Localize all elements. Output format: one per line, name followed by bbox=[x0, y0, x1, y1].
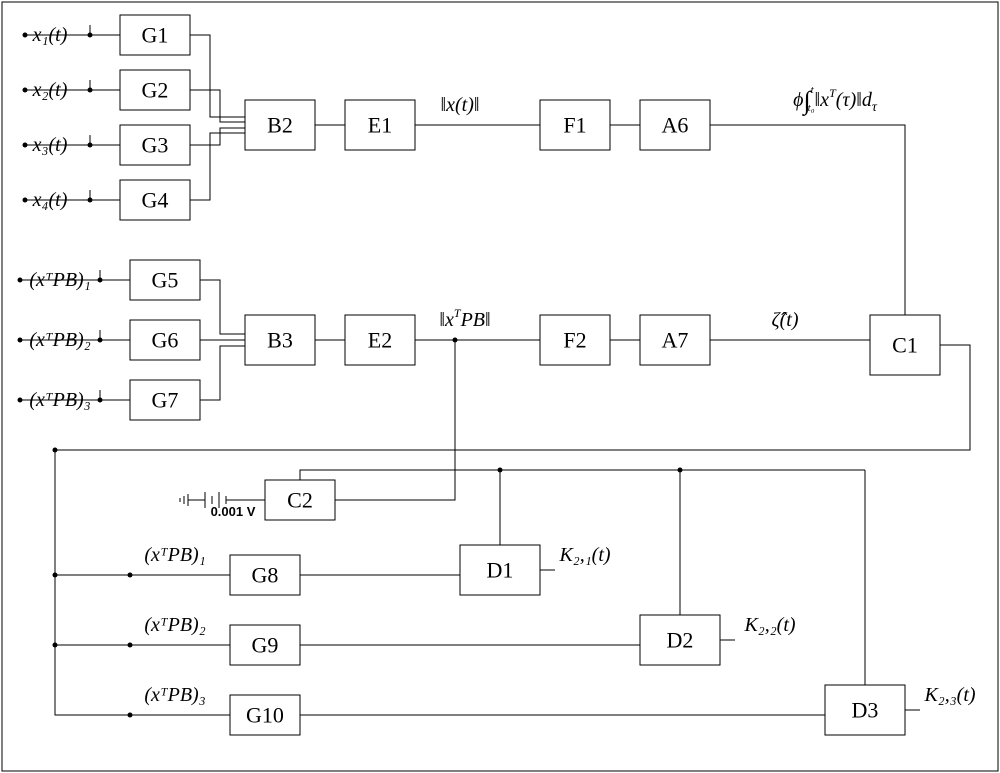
block-E2: E2 bbox=[345, 315, 415, 365]
signal-zeta: ζ̂(t) bbox=[772, 309, 799, 331]
svg-text:G4: G4 bbox=[142, 188, 169, 213]
signal-x1: x₁(t) bbox=[32, 24, 68, 46]
battery-label: 0.001 V bbox=[211, 504, 256, 519]
svg-text:E1: E1 bbox=[368, 113, 392, 138]
block-D2: D2 bbox=[640, 615, 720, 665]
signal-k23: K₂,₃(t) bbox=[923, 684, 975, 706]
svg-text:F1: F1 bbox=[563, 113, 586, 138]
svg-text:A7: A7 bbox=[662, 328, 689, 353]
svg-text:G10: G10 bbox=[246, 703, 284, 728]
signal-x2: x₂(t) bbox=[32, 79, 68, 101]
block-G1: G1 bbox=[120, 15, 190, 55]
signal-xpb2: (xᵀPB)₂ bbox=[29, 329, 90, 351]
block-G2: G2 bbox=[120, 70, 190, 110]
block-G5: G5 bbox=[130, 260, 200, 300]
block-F1: F1 bbox=[540, 100, 610, 150]
svg-text:G6: G6 bbox=[152, 328, 179, 353]
signal-normxpb: ‖xTPB‖ bbox=[439, 306, 490, 331]
signal-normx: ‖x(t)‖ bbox=[440, 94, 479, 116]
block-D1: D1 bbox=[460, 545, 540, 595]
signal-xpb3b: (xᵀPB)₃ bbox=[144, 684, 205, 706]
block-A6: A6 bbox=[640, 100, 710, 150]
svg-text:G5: G5 bbox=[152, 268, 179, 293]
svg-text:D2: D2 bbox=[667, 628, 694, 653]
block-diagram: G1 G2 G3 G4 G5 G6 G7 B2 B3 E1 E2 F1 F2 A6 A7 C1 C2 G8 G9 G1… bbox=[0, 0, 1000, 773]
signal-integral: ϕ∫tt₀‖xT(τ)‖dτ bbox=[793, 84, 878, 116]
block-C2: C2 bbox=[265, 480, 335, 520]
block-C1: C1 bbox=[870, 315, 940, 375]
svg-text:G1: G1 bbox=[142, 23, 169, 48]
svg-text:F2: F2 bbox=[563, 328, 586, 353]
block-G6: G6 bbox=[130, 320, 200, 360]
signal-xpb1b: (xᵀPB)₁ bbox=[144, 544, 205, 566]
svg-text:B2: B2 bbox=[267, 113, 293, 138]
signal-k22: K₂,₂(t) bbox=[743, 614, 795, 636]
signal-xpb3: (xᵀPB)₃ bbox=[29, 389, 90, 411]
svg-text:A6: A6 bbox=[662, 113, 689, 138]
signal-xpb1: (xᵀPB)₁ bbox=[29, 269, 90, 291]
block-F2: F2 bbox=[540, 315, 610, 365]
block-G9: G9 bbox=[230, 625, 300, 665]
svg-text:C1: C1 bbox=[892, 333, 918, 358]
svg-text:D3: D3 bbox=[852, 698, 879, 723]
svg-text:C2: C2 bbox=[287, 488, 313, 513]
block-E1: E1 bbox=[345, 100, 415, 150]
block-D3: D3 bbox=[825, 685, 905, 735]
svg-text:G9: G9 bbox=[252, 633, 279, 658]
svg-text:E2: E2 bbox=[368, 328, 392, 353]
block-G3: G3 bbox=[120, 125, 190, 165]
block-G7: G7 bbox=[130, 380, 200, 420]
block-B3: B3 bbox=[245, 315, 315, 365]
signal-k21: K₂,₁(t) bbox=[558, 544, 610, 566]
block-G4: G4 bbox=[120, 180, 190, 220]
svg-text:G8: G8 bbox=[252, 563, 279, 588]
block-B2: B2 bbox=[245, 100, 315, 150]
signal-x4: x₄(t) bbox=[32, 189, 68, 211]
svg-text:D1: D1 bbox=[487, 558, 514, 583]
block-G10: G10 bbox=[230, 695, 300, 735]
block-A7: A7 bbox=[640, 315, 710, 365]
svg-text:G7: G7 bbox=[152, 388, 179, 413]
svg-text:G2: G2 bbox=[142, 78, 169, 103]
block-G8: G8 bbox=[230, 555, 300, 595]
signal-x3: x₃(t) bbox=[32, 134, 68, 156]
signal-xpb2b: (xᵀPB)₂ bbox=[144, 614, 205, 636]
svg-text:G3: G3 bbox=[142, 133, 169, 158]
svg-text:B3: B3 bbox=[267, 328, 293, 353]
